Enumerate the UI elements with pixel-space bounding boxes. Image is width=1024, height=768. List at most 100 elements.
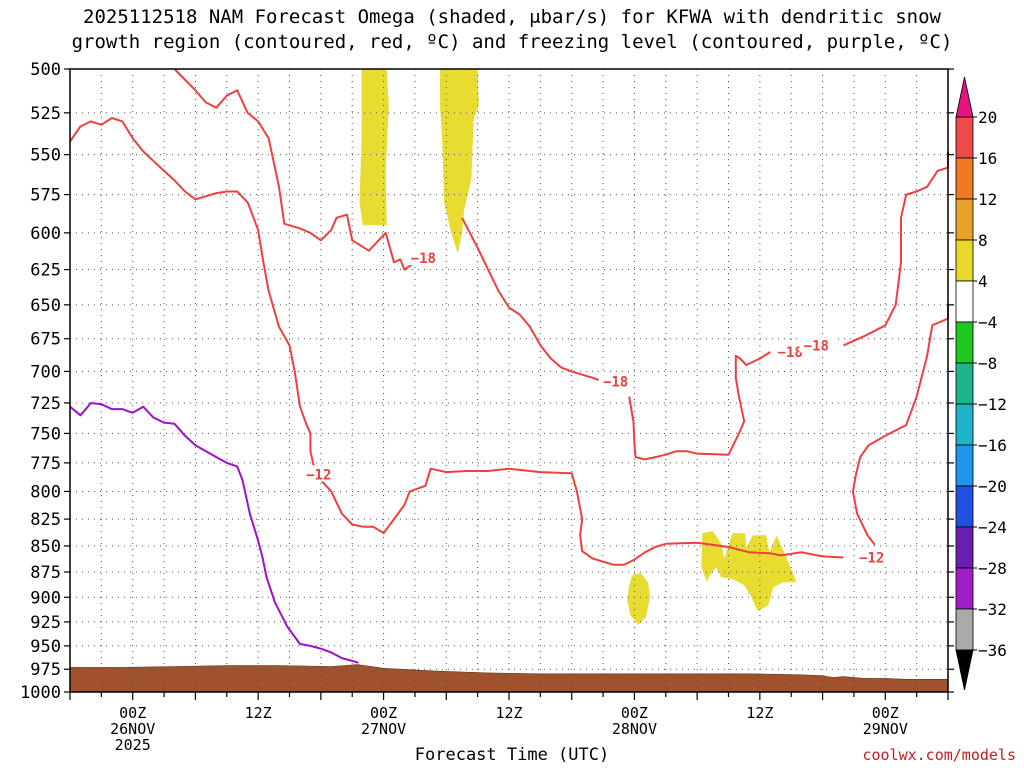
omega-4to8-area-2 bbox=[440, 69, 479, 254]
y-tick-label-600: 600 bbox=[30, 224, 61, 244]
contour-minus12-east bbox=[851, 303, 949, 546]
colorbar-label-5: −4 bbox=[978, 313, 997, 332]
y-tick-label-825: 825 bbox=[30, 510, 61, 530]
colorbar-swatch--4-to-4 bbox=[955, 280, 974, 323]
colorbar-swatch--16-to--12 bbox=[955, 403, 974, 446]
colorbar-swatch--36-to--32 bbox=[955, 608, 974, 651]
x-tick-label-3-0: 12Z bbox=[495, 704, 522, 722]
contour-minus12-west bbox=[69, 117, 844, 566]
contour-minus18-northeast bbox=[843, 151, 949, 347]
colorbar-label-3: 8 bbox=[978, 231, 988, 250]
contour-minus18-east-label: −18 bbox=[778, 345, 803, 361]
y-tick-label-1000: 1000 bbox=[20, 683, 61, 703]
x-tick-label-2-0: 00Z bbox=[370, 704, 397, 722]
y-tick-label-900: 900 bbox=[30, 588, 61, 608]
freezing-level-contour bbox=[69, 402, 359, 664]
colorbar-swatch--32-to--28 bbox=[955, 567, 974, 610]
contour-minus18-west bbox=[173, 68, 416, 271]
y-tick-label-625: 625 bbox=[30, 261, 61, 281]
colorbar-label-7: −12 bbox=[978, 395, 1007, 414]
y-tick-label-975: 975 bbox=[30, 660, 61, 680]
omega-4to8-area-3 bbox=[627, 573, 651, 625]
colorbar: 20 16 12 8 4 −4 −8 −12 −16 −20 −24 −28 −32 −36 bbox=[955, 76, 1007, 691]
freezing-level-layer bbox=[69, 402, 359, 664]
x-tick-label-2-1: 27NOV bbox=[361, 720, 406, 738]
colorbar-over-arrow bbox=[955, 76, 974, 118]
contour-layer bbox=[69, 68, 949, 566]
colorbar-swatch--8-to--4 bbox=[955, 321, 974, 364]
grid-layer bbox=[69, 68, 949, 693]
x-tick-label-0-1: 26NOV bbox=[110, 720, 155, 738]
contour-minus18-west-label-bg bbox=[406, 248, 441, 265]
contour-minus18-northeast-label-bg bbox=[799, 336, 834, 353]
y-tick-label-675: 675 bbox=[30, 330, 61, 350]
contour-label-layer: −12−12−18−18−18 −18 bbox=[301, 248, 889, 566]
omega-4to8-area-1 bbox=[359, 69, 389, 226]
y-tick-label-950: 950 bbox=[30, 637, 61, 657]
colorbar-label-6: −8 bbox=[978, 354, 997, 373]
contour-minus18-east bbox=[628, 351, 771, 461]
y-tick-label-775: 775 bbox=[30, 454, 61, 474]
colorbar-label-4: 4 bbox=[978, 272, 988, 291]
x-tick-label-0-0: 00Z bbox=[119, 704, 146, 722]
y-tick-label-750: 750 bbox=[30, 424, 61, 444]
colorbar-label-11: −28 bbox=[978, 559, 1007, 578]
y-tick-label-875: 875 bbox=[30, 563, 61, 583]
chart-title-line-2: growth region (contoured, red, ºC) and f… bbox=[71, 31, 953, 53]
colorbar-swatch--24-to--20 bbox=[955, 485, 974, 528]
x-tick-label-4-1: 28NOV bbox=[612, 720, 657, 738]
credit-text: coolwx.com/models bbox=[862, 746, 1016, 764]
omega-shading-layer bbox=[359, 69, 797, 625]
y-tick-label-550: 550 bbox=[30, 146, 61, 166]
contour-minus12-west-label: −12 bbox=[306, 467, 331, 483]
colorbar-label-0: 20 bbox=[978, 108, 997, 127]
x-tick-label-6-1: 29NOV bbox=[863, 720, 908, 738]
y-tick-label-650: 650 bbox=[30, 296, 61, 316]
contour-minus18-east-label-bg bbox=[773, 342, 808, 359]
x-tick-label-4-0: 00Z bbox=[621, 704, 648, 722]
colorbar-label-13: −36 bbox=[978, 641, 1007, 660]
y-tick-label-575: 575 bbox=[30, 186, 61, 206]
colorbar-label-10: −24 bbox=[978, 518, 1007, 537]
terrain-fill bbox=[69, 664, 949, 693]
colorbar-label-2: 12 bbox=[978, 190, 997, 209]
contour-minus12-east-label: −12 bbox=[859, 550, 884, 566]
plot-frame-layer bbox=[69, 68, 949, 693]
y-tick-label-925: 925 bbox=[30, 613, 61, 633]
y-tick-label-850: 850 bbox=[30, 537, 61, 557]
colorbar-under-arrow bbox=[955, 649, 974, 691]
y-tick-label-800: 800 bbox=[30, 482, 61, 502]
x-tick-label-1-0: 12Z bbox=[245, 704, 272, 722]
colorbar-label-8: −16 bbox=[978, 436, 1007, 455]
y-tick-label-500: 500 bbox=[30, 60, 61, 80]
colorbar-label-1: 16 bbox=[978, 149, 997, 168]
colorbar-swatch--28-to--24 bbox=[955, 526, 974, 569]
terrain-layer bbox=[69, 664, 949, 693]
colorbar-swatch-4-to-8 bbox=[955, 239, 974, 282]
colorbar-swatch--12-to--8 bbox=[955, 362, 974, 405]
colorbar-swatch-8-to-12 bbox=[955, 198, 974, 241]
chart-title-line-1: 2025112518 NAM Forecast Omega (shaded, μ… bbox=[83, 6, 941, 28]
x-tick-label-6-0: 00Z bbox=[872, 704, 899, 722]
x-axis-title: Forecast Time (UTC) bbox=[414, 745, 610, 765]
colorbar-swatch-12-to-16 bbox=[955, 157, 974, 200]
contour-minus12-east-label-bg bbox=[854, 548, 889, 565]
x-tick-label-0-2: 2025 bbox=[115, 736, 151, 754]
y-tick-label-725: 725 bbox=[30, 394, 61, 414]
contour-minus18-middle-label: −18 bbox=[603, 375, 628, 391]
plot-frame bbox=[69, 68, 949, 693]
colorbar-swatch-16-to-20 bbox=[955, 116, 974, 159]
y-tick-label-525: 525 bbox=[30, 104, 61, 124]
y-axis: 500 525 550 575 600 625 650 675 700 725 750 775 800 8… bbox=[20, 60, 954, 703]
colorbar-label-12: −32 bbox=[978, 600, 1007, 619]
contour-minus12-west-label-bg bbox=[301, 465, 336, 482]
y-tick-label-700: 700 bbox=[30, 362, 61, 382]
contour-minus18-west-label: −18 bbox=[411, 251, 436, 267]
omega-4to8-area-4 bbox=[701, 531, 797, 612]
contour-minus18-middle-label-bg bbox=[598, 372, 633, 389]
x-tick-label-5-0: 12Z bbox=[746, 704, 773, 722]
contour-minus18-northeast-label: −18 bbox=[804, 338, 829, 354]
